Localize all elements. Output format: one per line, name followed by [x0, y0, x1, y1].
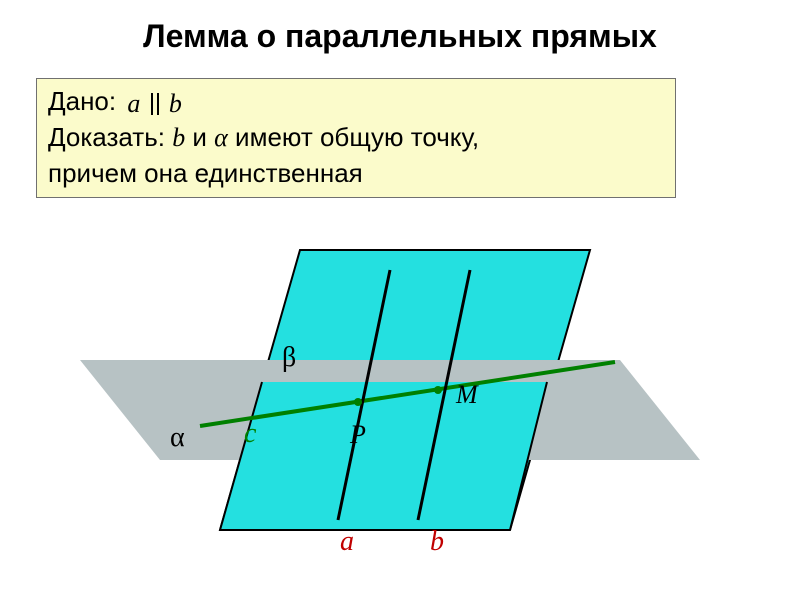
given-prefix: Дано: [48, 86, 116, 116]
given-line-3: причем она единственная [48, 158, 363, 189]
label-alpha: α [170, 422, 185, 454]
parallel-icon [148, 91, 162, 117]
label-p: P [350, 420, 366, 450]
label-a: a [340, 526, 354, 558]
label-beta: β [282, 342, 296, 374]
prove-alpha: α [214, 123, 228, 152]
given-line-2: Доказать: b и α имеют общую точку, [48, 122, 479, 153]
label-m: M [456, 380, 478, 410]
given-b: b [169, 89, 182, 118]
prove-b: b [172, 123, 185, 152]
point-m [434, 386, 442, 394]
label-c: c [244, 418, 256, 450]
given-line-1: Дано: a b [48, 86, 182, 119]
label-b: b [430, 526, 444, 558]
prove-mid: и [185, 122, 214, 152]
point-p [354, 398, 362, 406]
diagram-stage: α β c P M a b [60, 230, 700, 580]
page-title: Лемма о параллельных прямых [0, 0, 800, 55]
prove-tail: имеют общую точку, [228, 122, 479, 152]
plane-beta-front [220, 382, 547, 530]
given-a: a [127, 89, 140, 118]
prove-prefix: Доказать: [48, 122, 172, 152]
parallel-notation: a b [127, 88, 181, 119]
diagram-svg [60, 230, 700, 580]
